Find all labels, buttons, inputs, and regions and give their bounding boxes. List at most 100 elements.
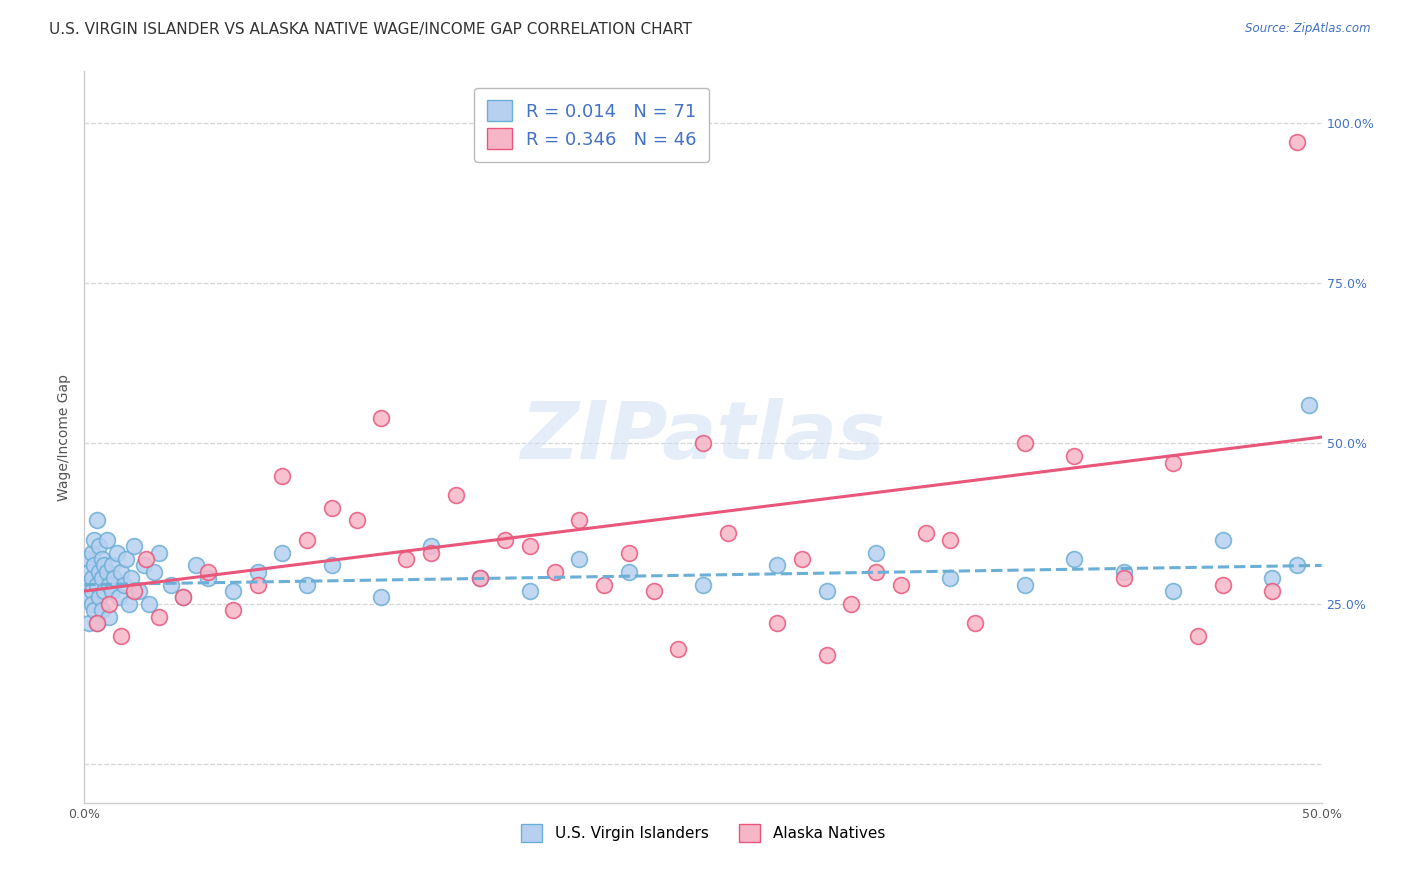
Point: [271, 468, 294, 483]
Point: [766, 616, 789, 631]
Point: [79, 616, 101, 631]
Point: [100, 584, 122, 599]
Point: [122, 584, 145, 599]
Point: [914, 526, 936, 541]
Point: [184, 558, 207, 573]
Point: [568, 552, 591, 566]
Point: [79, 565, 101, 579]
Point: [395, 552, 418, 566]
Point: [1014, 577, 1036, 591]
Point: [790, 552, 813, 566]
Point: [470, 571, 492, 585]
Point: [346, 514, 368, 528]
Point: [1285, 558, 1308, 573]
Point: [1187, 629, 1209, 643]
Point: [1112, 565, 1135, 579]
Point: [1161, 584, 1184, 599]
Point: [519, 584, 541, 599]
Point: [1261, 584, 1284, 599]
Point: [815, 648, 838, 663]
Point: [1112, 571, 1135, 585]
Point: [865, 545, 887, 559]
Point: [1285, 135, 1308, 149]
Point: [80, 597, 103, 611]
Point: [110, 629, 132, 643]
Point: [766, 558, 789, 573]
Point: [444, 488, 467, 502]
Point: [815, 584, 838, 599]
Point: [1063, 552, 1085, 566]
Point: [666, 641, 689, 656]
Point: [692, 436, 714, 450]
Point: [197, 565, 219, 579]
Point: [222, 584, 245, 599]
Text: ZIPatlas: ZIPatlas: [520, 398, 886, 476]
Y-axis label: Wage/Income Gap: Wage/Income Gap: [58, 374, 72, 500]
Point: [89, 539, 111, 553]
Point: [98, 577, 121, 591]
Point: [1063, 450, 1085, 464]
Point: [939, 571, 962, 585]
Point: [105, 545, 128, 559]
Point: [83, 533, 105, 547]
Point: [83, 558, 105, 573]
Point: [494, 533, 516, 547]
Point: [160, 577, 183, 591]
Point: [80, 545, 103, 559]
Point: [271, 545, 294, 559]
Point: [135, 552, 157, 566]
Point: [128, 584, 150, 599]
Point: [172, 591, 194, 605]
Point: [717, 526, 740, 541]
Point: [96, 533, 118, 547]
Point: [96, 565, 118, 579]
Point: [90, 571, 112, 585]
Point: [86, 616, 108, 631]
Point: [90, 552, 112, 566]
Point: [1161, 456, 1184, 470]
Point: [76, 552, 98, 566]
Text: Source: ZipAtlas.com: Source: ZipAtlas.com: [1246, 22, 1371, 36]
Point: [103, 571, 125, 585]
Point: [86, 577, 108, 591]
Point: [939, 533, 962, 547]
Point: [1014, 436, 1036, 450]
Point: [865, 565, 887, 579]
Point: [321, 558, 343, 573]
Point: [120, 571, 142, 585]
Point: [197, 571, 219, 585]
Point: [321, 500, 343, 515]
Point: [1261, 571, 1284, 585]
Point: [86, 616, 108, 631]
Point: [1212, 577, 1234, 591]
Point: [108, 591, 131, 605]
Point: [1212, 533, 1234, 547]
Point: [115, 552, 138, 566]
Point: [83, 603, 105, 617]
Point: [98, 609, 121, 624]
Point: [593, 577, 616, 591]
Point: [138, 597, 160, 611]
Text: U.S. VIRGIN ISLANDER VS ALASKA NATIVE WAGE/INCOME GAP CORRELATION CHART: U.S. VIRGIN ISLANDER VS ALASKA NATIVE WA…: [49, 22, 692, 37]
Point: [112, 577, 135, 591]
Point: [295, 577, 318, 591]
Point: [643, 584, 665, 599]
Point: [419, 539, 441, 553]
Point: [80, 571, 103, 585]
Point: [841, 597, 863, 611]
Point: [89, 591, 111, 605]
Point: [80, 584, 103, 599]
Legend: U.S. Virgin Islanders, Alaska Natives: U.S. Virgin Islanders, Alaska Natives: [515, 818, 891, 847]
Point: [93, 558, 115, 573]
Point: [172, 591, 194, 605]
Point: [246, 577, 269, 591]
Point: [148, 545, 170, 559]
Point: [86, 514, 108, 528]
Point: [148, 609, 170, 624]
Point: [295, 533, 318, 547]
Point: [89, 565, 111, 579]
Point: [419, 545, 441, 559]
Point: [142, 565, 165, 579]
Point: [90, 603, 112, 617]
Point: [100, 558, 122, 573]
